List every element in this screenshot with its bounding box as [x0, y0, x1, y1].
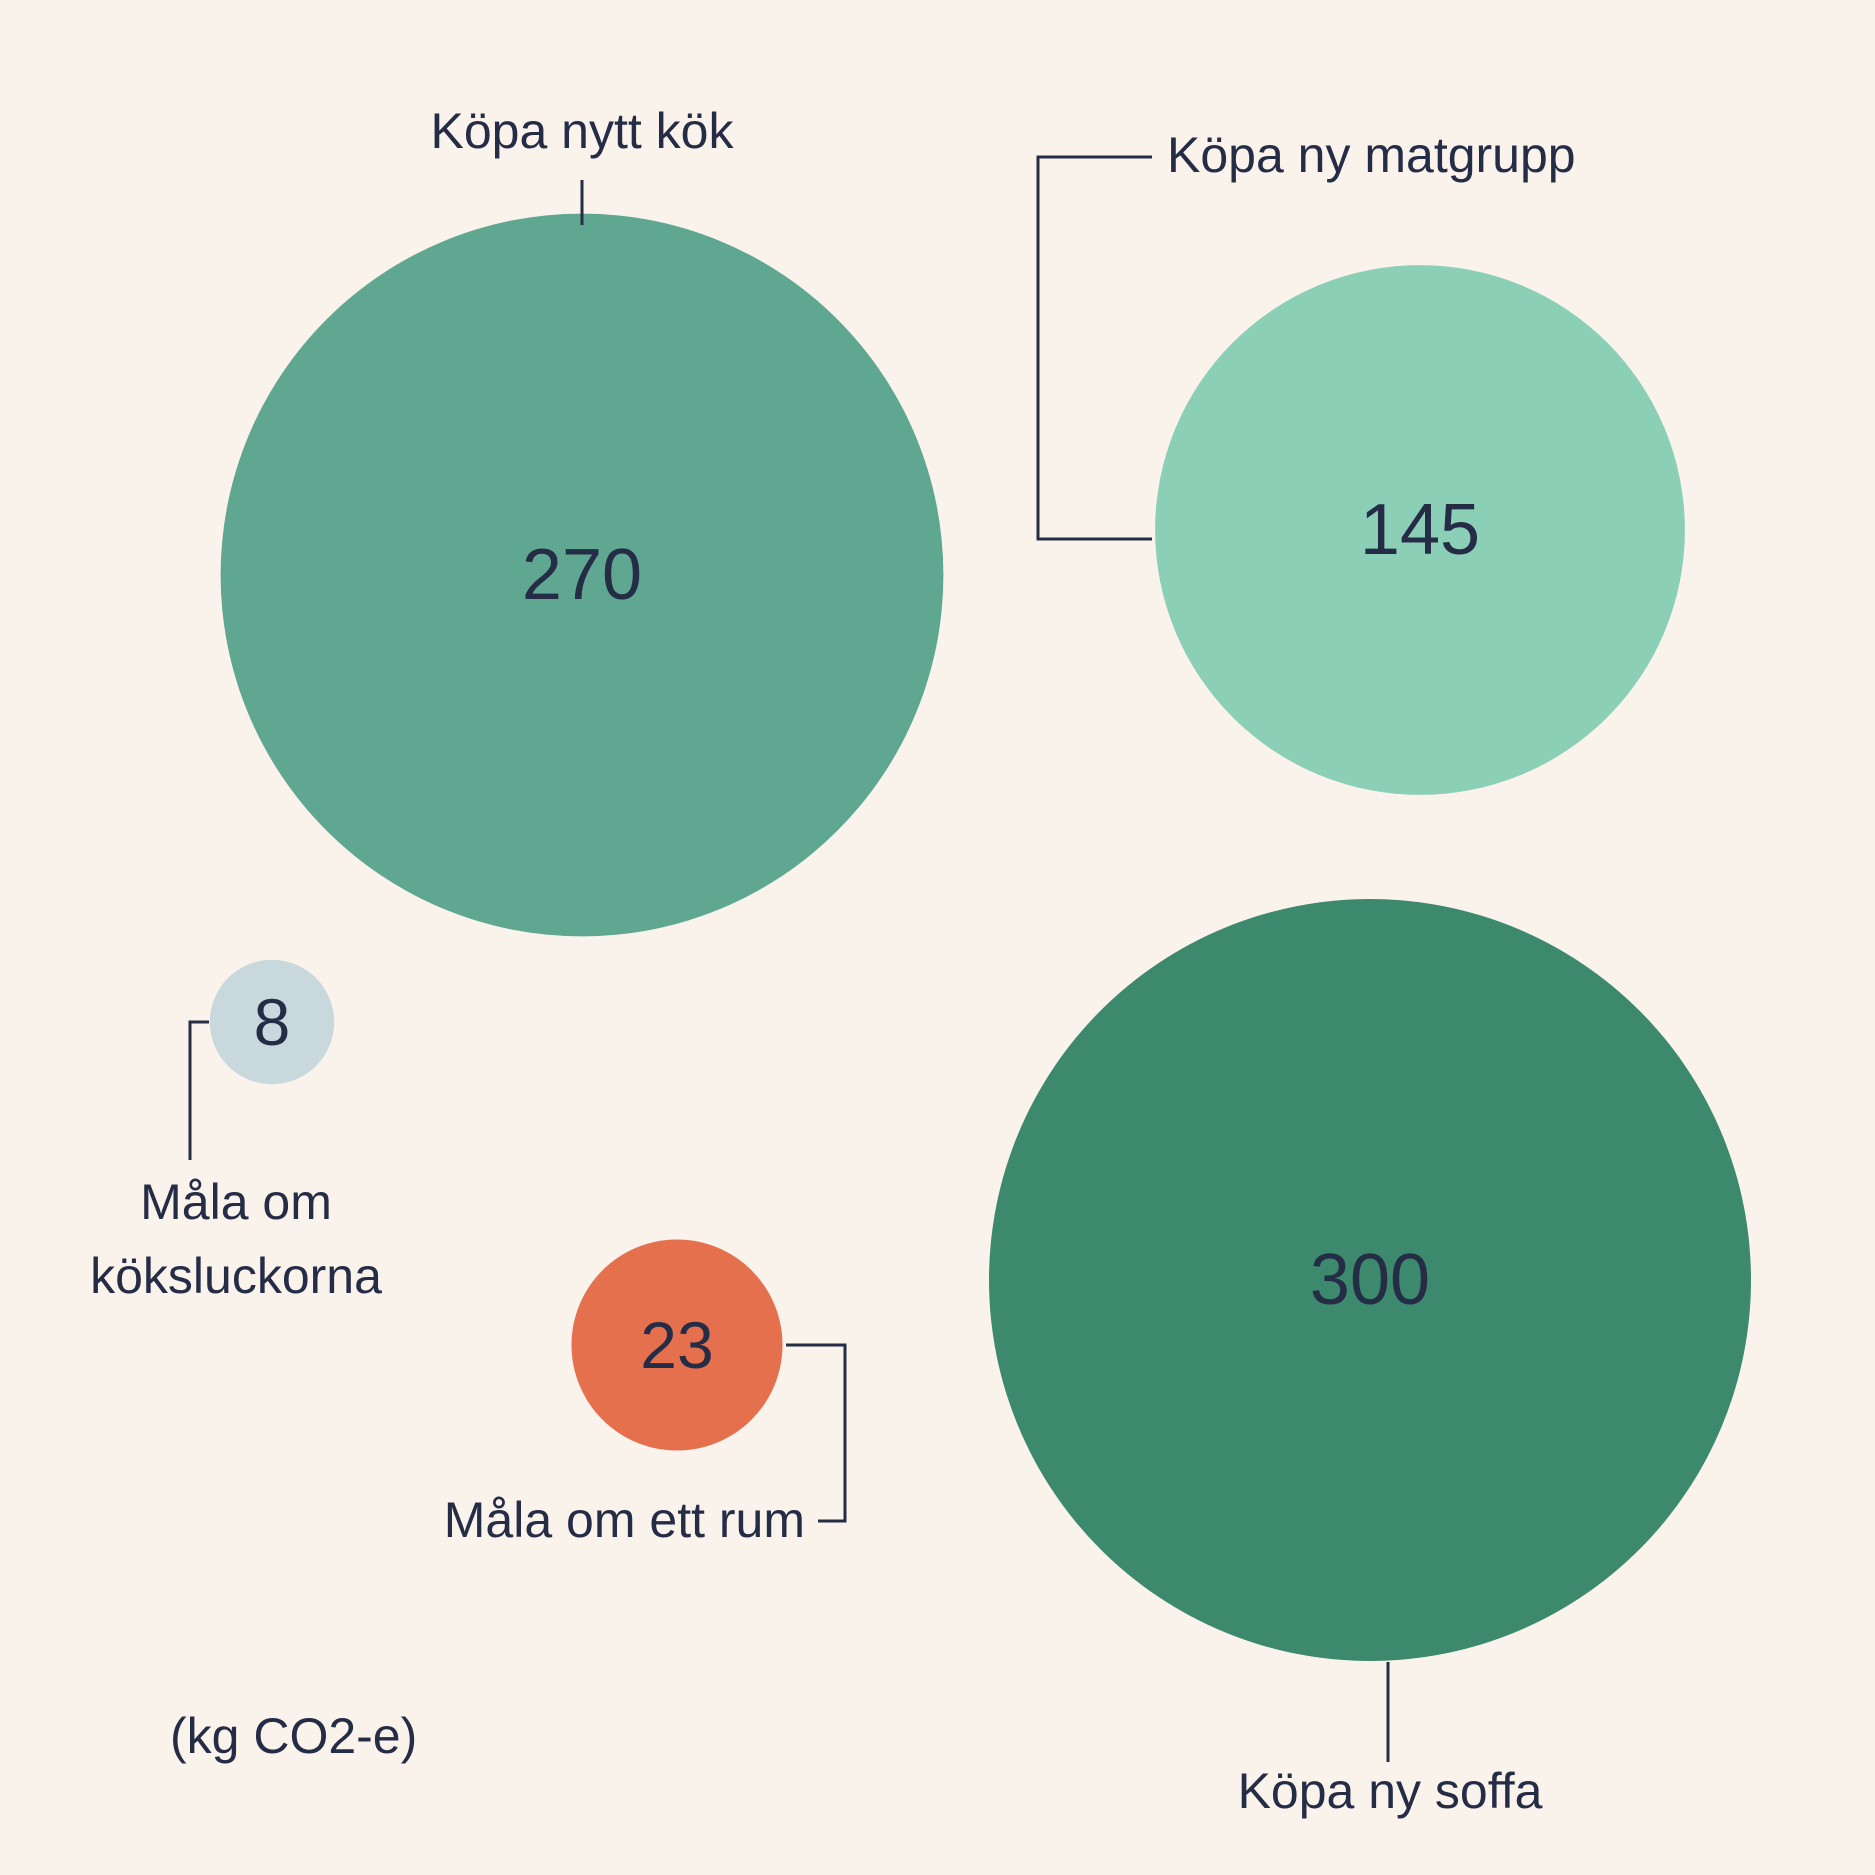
- bubble-category-label: Köpa ny soffa: [1238, 1763, 1543, 1819]
- unit-note: (kg CO2-e): [170, 1708, 417, 1764]
- bubble-value-label: 145: [1360, 490, 1480, 570]
- bubble-category-label: Måla om ett rum: [444, 1492, 805, 1548]
- leader-line: [188, 1020, 209, 1160]
- bubble-category-label: Måla om: [140, 1174, 332, 1230]
- bubble-value-label: 300: [1310, 1240, 1430, 1320]
- bubble-category-label: köksluckorna: [90, 1248, 382, 1304]
- bubble-group: 270 Köpa nytt kök 145 Köpa ny matgrupp 8 Måla…: [90, 103, 1751, 1819]
- bubble: [571, 1239, 783, 1451]
- leader-line: [1036, 155, 1152, 541]
- bubble: [989, 899, 1751, 1661]
- bubble-category-label: Köpa nytt kök: [431, 103, 735, 159]
- bubble-value-label: 23: [640, 1308, 713, 1382]
- bubble-value-label: 270: [522, 535, 642, 615]
- leader-line: [786, 1343, 847, 1523]
- bubble: [209, 959, 335, 1085]
- bubble-category-label: Köpa ny matgrupp: [1167, 127, 1576, 183]
- bubble-value-label: 8: [254, 985, 291, 1059]
- bubble: [220, 213, 944, 937]
- bubble: [1155, 265, 1685, 795]
